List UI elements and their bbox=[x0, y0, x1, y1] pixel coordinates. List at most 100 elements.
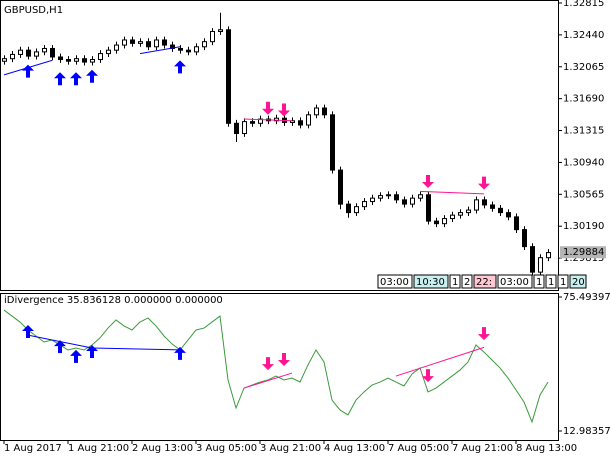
time-box-label: 03:00 bbox=[500, 277, 529, 288]
candle-body bbox=[210, 30, 215, 43]
candle-body bbox=[482, 199, 487, 206]
y-tick-label: 1.31690 bbox=[563, 94, 604, 105]
current-price-label: 1.29884 bbox=[563, 247, 604, 258]
candle-body bbox=[106, 49, 111, 55]
signal-arrow bbox=[478, 327, 490, 341]
candle-body bbox=[378, 195, 383, 199]
candle-body bbox=[522, 229, 527, 248]
signal-arrow bbox=[262, 101, 274, 115]
y-tick-label: 1.32065 bbox=[563, 62, 604, 73]
candle-body bbox=[394, 194, 399, 201]
divergence-line bbox=[395, 346, 485, 377]
candle-body bbox=[10, 53, 15, 60]
time-box bbox=[497, 274, 533, 289]
divergence-line bbox=[139, 46, 181, 55]
signal-arrow bbox=[86, 69, 98, 83]
candle-body bbox=[354, 206, 359, 214]
candle-body bbox=[234, 122, 239, 135]
candle-body bbox=[186, 49, 191, 53]
y-tick-label: 75.493979 bbox=[563, 292, 610, 303]
time-box bbox=[377, 274, 413, 289]
current-price-box bbox=[560, 246, 606, 259]
candle-body bbox=[82, 58, 87, 63]
signal-arrow bbox=[86, 344, 98, 358]
x-tick-label: 7 Aug 05:00 bbox=[388, 443, 449, 454]
x-tick-label: 3 Aug 21:00 bbox=[260, 443, 321, 454]
x-tick-label: 1 Aug 2017 bbox=[4, 443, 62, 454]
candle-body bbox=[338, 169, 343, 205]
candle-body bbox=[242, 121, 247, 135]
signal-arrow bbox=[70, 349, 82, 363]
candle-body bbox=[410, 197, 415, 205]
time-box bbox=[545, 274, 557, 289]
candle-body bbox=[2, 58, 7, 62]
time-box-label: 20 bbox=[572, 277, 585, 288]
candle-body bbox=[146, 41, 151, 48]
candle-body bbox=[530, 246, 535, 273]
candle-body bbox=[98, 53, 103, 61]
signal-arrow bbox=[22, 64, 34, 78]
candle-body bbox=[218, 29, 223, 32]
time-box bbox=[413, 274, 449, 289]
indicator-title: iDivergence 35.836128 0.000000 0.000000 bbox=[4, 295, 223, 306]
candle-body bbox=[178, 47, 183, 51]
time-box bbox=[473, 274, 497, 289]
candle-body bbox=[50, 47, 55, 58]
candle-body bbox=[514, 216, 519, 231]
candle-body bbox=[122, 39, 127, 46]
y-tick-label: 1.30190 bbox=[563, 221, 604, 232]
signal-arrow bbox=[70, 72, 82, 86]
x-tick-label: 8 Aug 13:00 bbox=[516, 443, 577, 454]
candle-body bbox=[506, 212, 511, 218]
candle-body bbox=[490, 204, 495, 209]
candle-body bbox=[58, 56, 63, 61]
time-box-label: 10:30 bbox=[416, 277, 445, 288]
candle-body bbox=[442, 218, 447, 225]
y-tick-label: 1.30565 bbox=[563, 189, 604, 200]
x-tick-label: 7 Aug 21:00 bbox=[452, 443, 513, 454]
time-box-label: 1 bbox=[560, 277, 566, 288]
candle-body bbox=[250, 121, 255, 124]
candle-body bbox=[346, 203, 351, 214]
candle-body bbox=[202, 41, 207, 48]
candle-body bbox=[114, 44, 119, 51]
time-box-label: 03:00 bbox=[380, 277, 409, 288]
candle-body bbox=[434, 220, 439, 225]
signal-arrow bbox=[262, 357, 274, 371]
y-tick-label: 1.30940 bbox=[563, 157, 604, 168]
candle-body bbox=[66, 59, 71, 62]
x-tick-label: 1 Aug 21:00 bbox=[68, 443, 129, 454]
candle-body bbox=[154, 39, 159, 48]
candle-body bbox=[18, 49, 23, 55]
signal-arrow bbox=[278, 353, 290, 367]
y-tick-label: 12.983575 bbox=[563, 426, 610, 437]
time-box-label: 22: bbox=[476, 277, 492, 288]
x-tick-label: 4 Aug 13:00 bbox=[324, 443, 385, 454]
time-box-label: 2 bbox=[464, 277, 470, 288]
signal-arrow bbox=[478, 176, 490, 190]
candle-body bbox=[26, 49, 31, 57]
candle-body bbox=[290, 120, 295, 123]
candle-body bbox=[362, 201, 367, 208]
candle-body bbox=[386, 194, 391, 197]
candle-body bbox=[42, 47, 47, 53]
candle-body bbox=[402, 199, 407, 205]
divergence-line bbox=[243, 118, 293, 122]
candle-body bbox=[194, 46, 199, 53]
oscillator-line bbox=[3, 309, 549, 424]
candle-body bbox=[258, 118, 263, 124]
time-box bbox=[461, 274, 473, 289]
signal-arrow bbox=[22, 325, 34, 339]
time-box-label: 1 bbox=[536, 277, 542, 288]
candle-body bbox=[226, 29, 231, 124]
candle-body bbox=[546, 252, 551, 259]
candle-body bbox=[34, 51, 39, 57]
candle-body bbox=[370, 197, 375, 203]
candle-body bbox=[466, 209, 471, 214]
candle-body bbox=[322, 107, 327, 116]
candle-body bbox=[458, 212, 463, 216]
symbol-title: GBPUSD,H1 bbox=[4, 5, 63, 16]
candle-body bbox=[314, 107, 319, 116]
